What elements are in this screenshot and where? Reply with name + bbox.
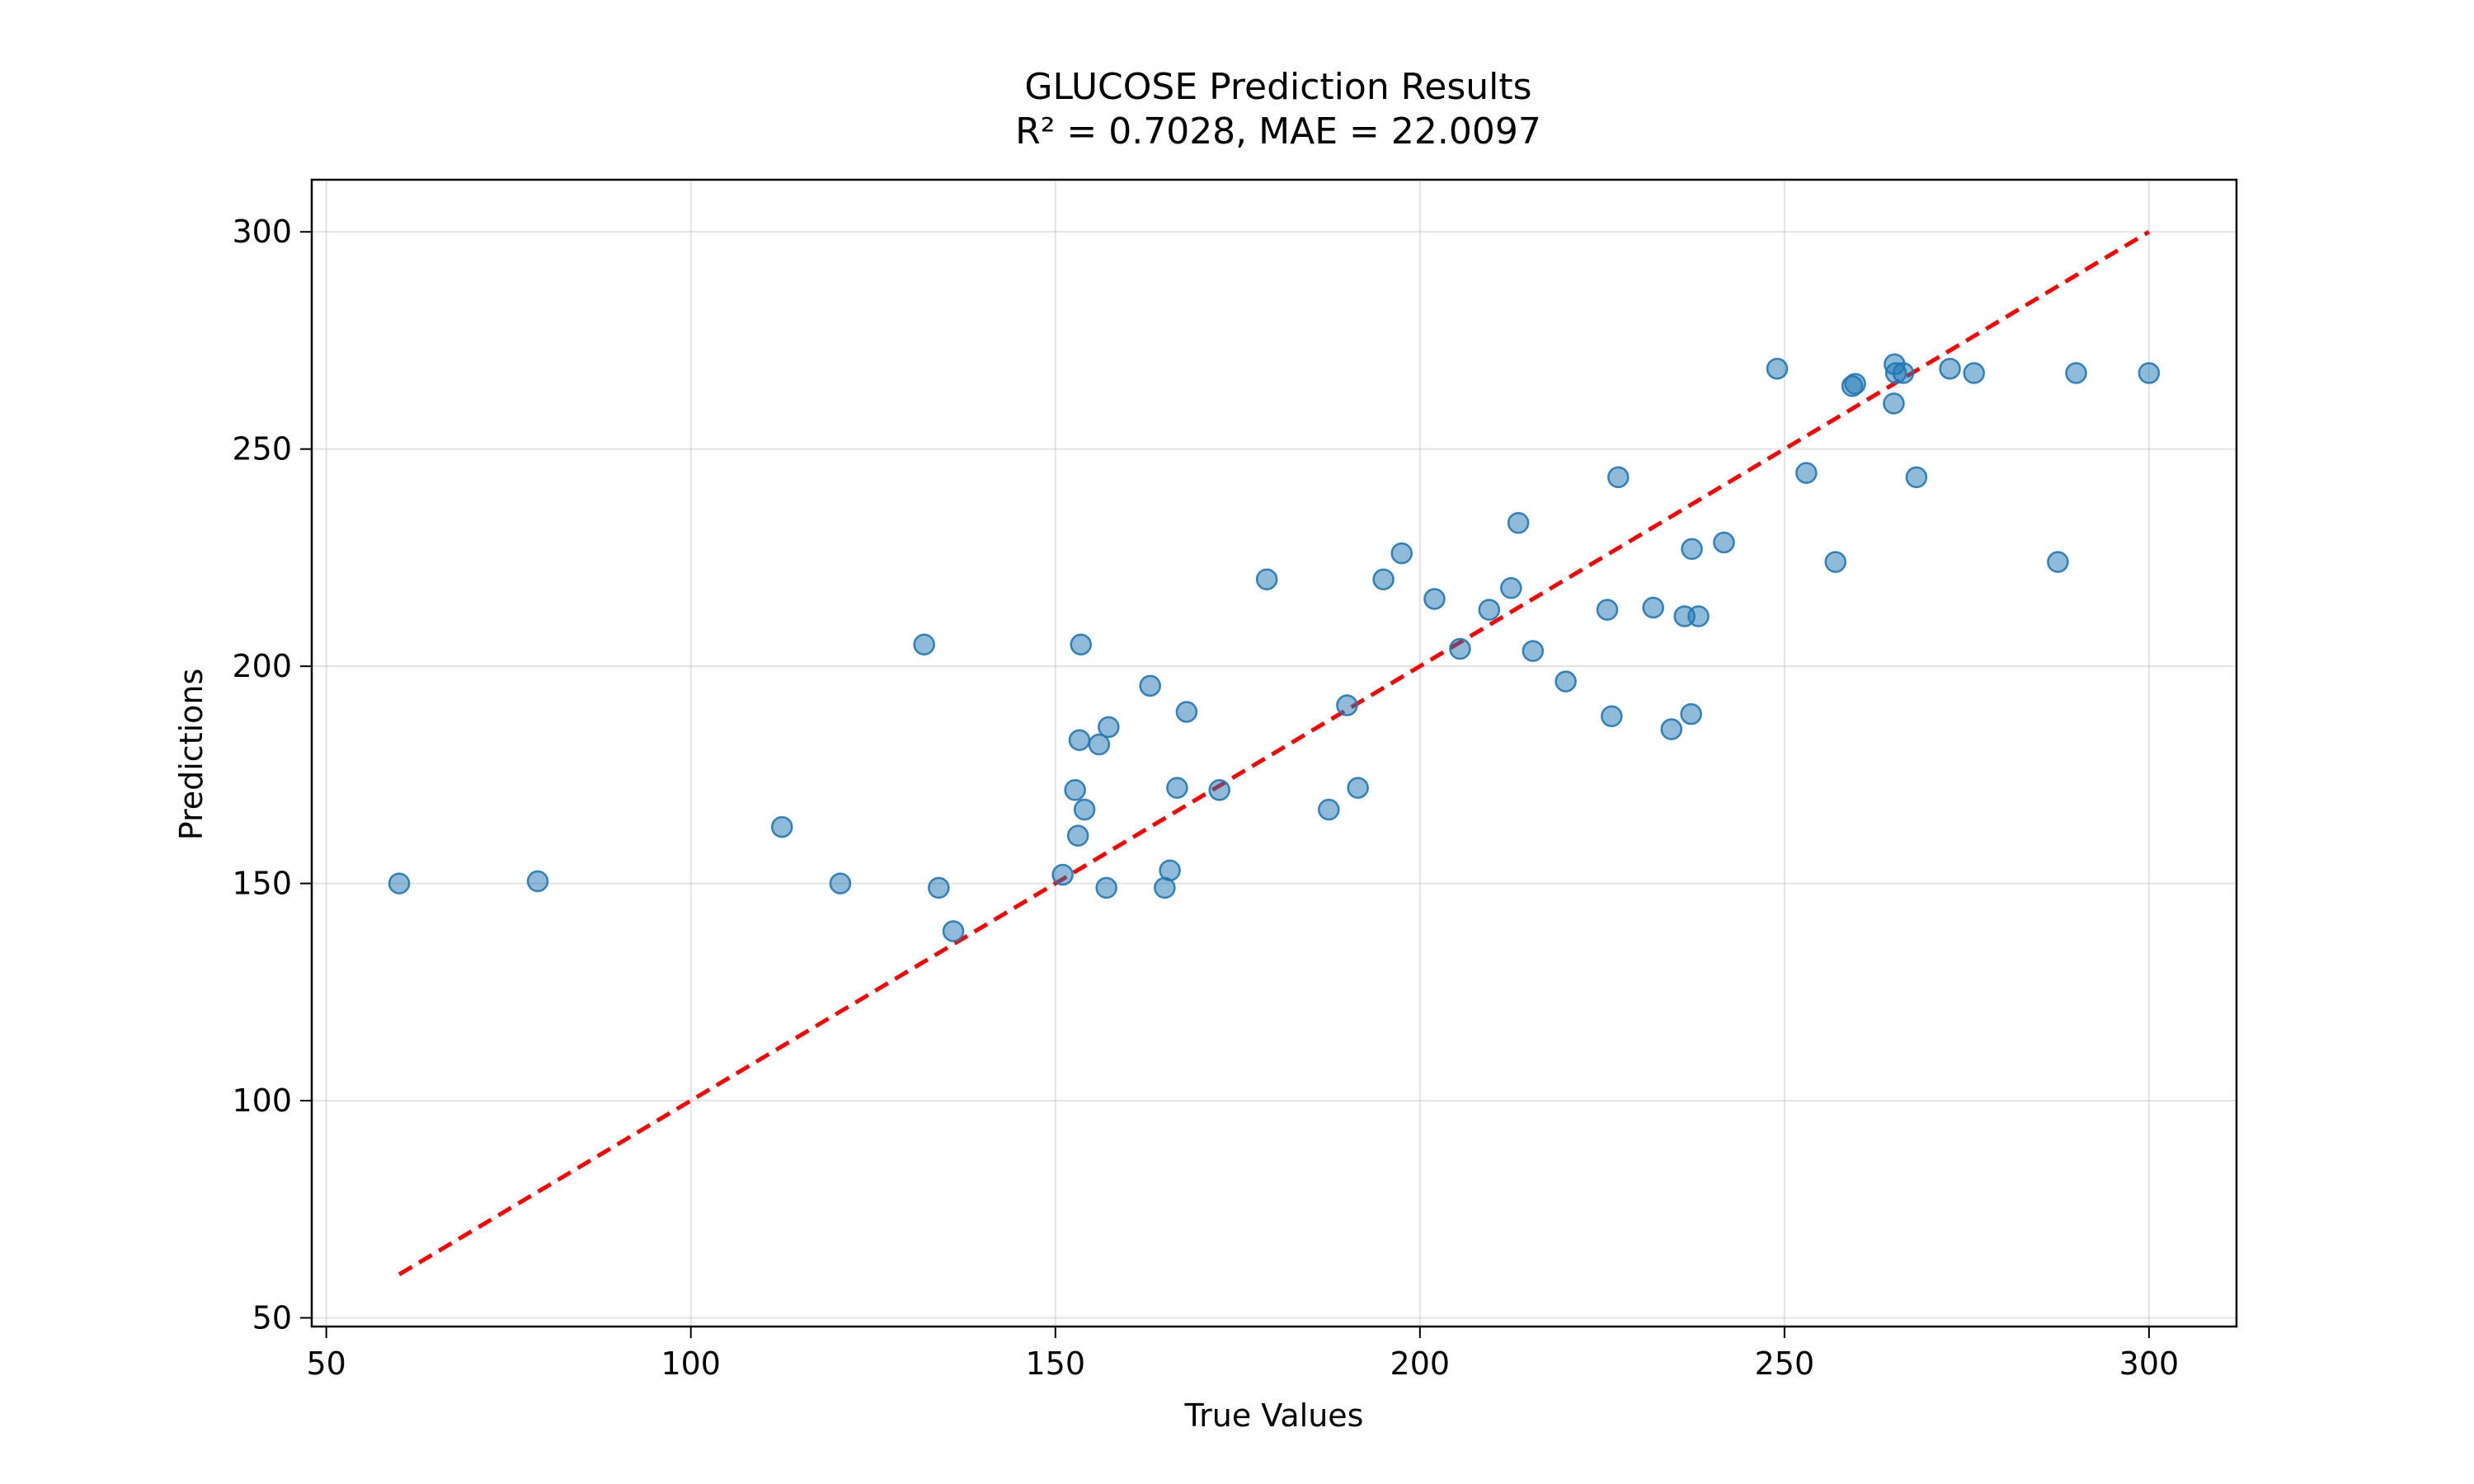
scatter-point (2138, 362, 2161, 384)
y-tick-label: 200 (232, 648, 292, 684)
scatter-point (1139, 674, 1161, 697)
scatter-point (1390, 542, 1413, 565)
scatter-point (1601, 705, 1623, 727)
scatter-point (1064, 779, 1086, 801)
scatter-point (1642, 596, 1664, 619)
scatter-point (1070, 633, 1092, 656)
scatter-point (1892, 362, 1915, 384)
scatter-point (1522, 640, 1545, 662)
scatter-point (388, 872, 411, 895)
scatter-point (1507, 511, 1530, 534)
scatter-point (928, 876, 950, 899)
x-tick-label: 100 (661, 1345, 721, 1382)
scatter-point (1963, 362, 1985, 384)
scatter-point (1051, 863, 1074, 886)
scatter-point (1066, 824, 1089, 847)
scatter-point (1939, 357, 1961, 380)
plot-frame (310, 178, 2238, 1328)
scatter-point (1159, 859, 1181, 882)
x-axis-label: True Values (1184, 1397, 1364, 1434)
scatter-point (1844, 373, 1866, 395)
y-axis-label: Predictions (173, 669, 209, 841)
y-tick-label: 150 (232, 866, 292, 902)
scatter-point (1478, 599, 1501, 621)
scatter-point (1088, 733, 1111, 756)
scatter-point (1687, 605, 1710, 627)
scatter-point (526, 870, 549, 893)
y-tick-label: 300 (232, 214, 292, 250)
y-tick-label: 100 (232, 1082, 292, 1119)
x-tick-label: 250 (1755, 1345, 1815, 1382)
x-tick-label: 300 (2119, 1345, 2180, 1382)
scatter-point (1098, 716, 1120, 739)
chart-subtitle: R² = 0.7028, MAE = 22.0097 (1015, 110, 1541, 153)
scatter-point (1766, 357, 1789, 380)
scatter-point (1883, 392, 1905, 415)
scatter-point (1607, 466, 1630, 489)
y-tick-label: 250 (232, 431, 292, 467)
points-layer (388, 353, 2161, 942)
scatter-point (1905, 466, 1928, 489)
scatter-point (1347, 777, 1369, 799)
scatter-point (1681, 538, 1703, 561)
scatter-point (829, 872, 852, 895)
scatter-point (1795, 462, 1818, 484)
scatter-point (1336, 694, 1358, 716)
scatter-point (1423, 588, 1446, 610)
scatter-point (1596, 599, 1619, 621)
scatter-point (2065, 362, 2087, 384)
x-tick-label: 50 (307, 1345, 346, 1382)
scatter-point (770, 815, 793, 838)
scatter-point (1824, 551, 1846, 573)
scatter-point (1068, 729, 1091, 751)
scatter-point (2047, 551, 2069, 573)
scatter-point (942, 920, 965, 942)
scatter-point (1208, 779, 1230, 801)
x-tick-label: 150 (1026, 1345, 1086, 1382)
scatter-point (1660, 718, 1683, 740)
scatter-point (1095, 876, 1117, 899)
scatter-point (1554, 670, 1577, 693)
x-tick-label: 200 (1390, 1345, 1451, 1382)
reference-line-layer (397, 230, 2151, 1276)
ideal-fit-line (397, 230, 2151, 1276)
chart-title: GLUCOSE Prediction Results (1024, 66, 1531, 108)
scatter-point (1073, 798, 1096, 821)
scatter-point (913, 633, 935, 656)
scatter-point (1166, 777, 1188, 799)
scatter-point (1680, 702, 1702, 726)
scatter-point (1255, 568, 1278, 590)
scatter-point (1713, 531, 1735, 554)
scatter-point (1372, 568, 1395, 590)
scatter-point (1318, 798, 1340, 821)
scatter-point (1449, 637, 1471, 660)
scatter-point (1500, 577, 1522, 599)
y-tick-label: 50 (252, 1299, 292, 1336)
axes-ticks: 50 100 150 200 250 300 50 100 150 200 250 300 (232, 214, 2179, 1382)
scatter-point (1175, 701, 1198, 723)
